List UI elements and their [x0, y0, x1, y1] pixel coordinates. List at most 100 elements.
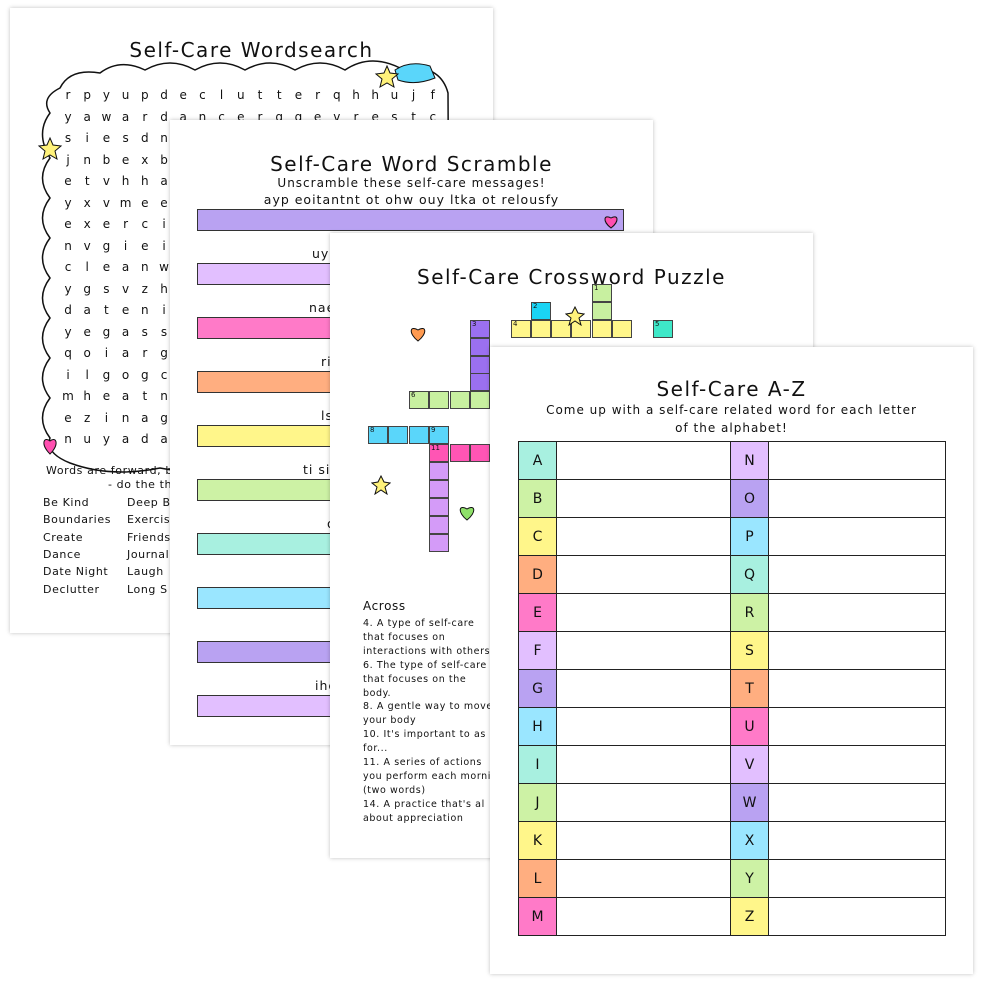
crossword-cell[interactable] [612, 320, 632, 338]
crossword-cell[interactable]: 4 [511, 320, 531, 338]
answer-cell[interactable] [556, 897, 731, 936]
answer-cell[interactable] [556, 821, 731, 860]
letter-cell: X [730, 821, 769, 860]
answer-cell[interactable] [556, 555, 731, 594]
answer-cell[interactable] [556, 669, 731, 708]
grid-letter: e [141, 238, 149, 253]
clue-line: 4. A type of self-care [363, 618, 475, 629]
crossword-cell[interactable] [450, 391, 470, 409]
crossword-cell[interactable] [531, 320, 551, 338]
crossword-cell[interactable] [470, 444, 490, 462]
crossword-cell[interactable]: 8 [368, 426, 388, 444]
instructions-line-1: Words are forward, bo [46, 464, 181, 477]
grid-letter: t [411, 109, 416, 124]
answer-cell[interactable] [768, 555, 946, 594]
crossword-cell[interactable] [388, 426, 408, 444]
answer-cell[interactable] [556, 631, 731, 670]
answer-cell[interactable] [556, 783, 731, 822]
grid-letter: e [64, 174, 72, 188]
grid-letter: x [83, 195, 91, 210]
answer-cell[interactable] [556, 441, 731, 480]
answer-cell[interactable] [768, 707, 946, 746]
answer-cell[interactable] [768, 783, 946, 822]
crossword-cell[interactable] [429, 391, 449, 409]
grid-letter: q [332, 88, 341, 102]
grid-letter: a [121, 346, 130, 360]
answer-cell[interactable] [768, 441, 946, 480]
crossword-cell[interactable] [409, 426, 429, 444]
shooting-star-tail [394, 63, 436, 84]
word-list-item: Date Night [43, 565, 109, 579]
answer-cell[interactable] [768, 517, 946, 556]
grid-letter: g [140, 367, 149, 382]
grid-letter: u [83, 432, 91, 446]
word-list-item: Long S [127, 582, 168, 596]
grid-letter: w [101, 109, 112, 124]
answer-cell[interactable] [768, 745, 946, 784]
grid-letter: i [123, 238, 128, 253]
answer-cell[interactable] [768, 821, 946, 860]
grid-letter: g [160, 346, 168, 360]
grid-letter: t [257, 88, 263, 102]
crossword-cell[interactable] [429, 498, 449, 516]
crossword-cell[interactable]: 9 [429, 426, 449, 444]
answer-cell[interactable] [556, 479, 731, 518]
crossword-cell[interactable] [429, 516, 449, 534]
letter-cell: S [730, 631, 769, 670]
crossword-cell[interactable] [470, 373, 490, 391]
grid-letter: i [85, 131, 89, 145]
crossword-cell[interactable] [571, 320, 591, 338]
crossword-cell[interactable]: 5 [653, 320, 673, 338]
grid-letter: r [142, 346, 148, 360]
letter-cell: O [730, 479, 769, 518]
answer-cell[interactable] [768, 593, 946, 632]
crossword-cell[interactable]: 1 [592, 284, 612, 302]
answer-bar[interactable] [197, 209, 624, 231]
letter-cell: K [518, 821, 557, 860]
crossword-cell[interactable]: 6 [409, 391, 429, 409]
answer-cell[interactable] [556, 707, 731, 746]
crossword-cell[interactable] [551, 320, 571, 338]
crossword-cell[interactable] [470, 356, 490, 374]
star-icon [37, 136, 63, 161]
crossword-cell[interactable] [429, 534, 449, 552]
grid-letter: p [140, 88, 149, 102]
heart-icon [410, 327, 426, 342]
grid-letter: e [179, 88, 187, 102]
crossword-cell[interactable] [450, 444, 470, 462]
answer-cell[interactable] [768, 669, 946, 708]
answer-cell[interactable] [556, 593, 731, 632]
grid-letter: y [64, 195, 72, 210]
answer-cell[interactable] [556, 517, 731, 556]
grid-letter: t [142, 389, 148, 403]
star-icon [371, 475, 391, 495]
crossword-cell[interactable] [470, 338, 490, 356]
crossword-cell[interactable] [592, 320, 612, 338]
answer-cell[interactable] [556, 745, 731, 784]
crossword-cell[interactable]: 3 [470, 320, 490, 338]
crossword-cell[interactable]: 2 [531, 302, 551, 320]
answer-cell[interactable] [768, 479, 946, 518]
answer-cell[interactable] [556, 859, 731, 898]
grid-letter: b [160, 152, 168, 167]
clue-line: interactions with others [363, 645, 491, 657]
crossword-cell[interactable] [592, 302, 612, 320]
grid-letter: a [83, 109, 91, 124]
crossword-cell[interactable] [470, 391, 490, 409]
grid-letter: e [102, 389, 111, 403]
clue-line: 8. A gentle way to move [363, 701, 493, 713]
clue-number: 9 [431, 426, 436, 434]
grid-letter: e [64, 410, 72, 425]
grid-letter: h [83, 389, 91, 403]
answer-cell[interactable] [768, 631, 946, 670]
crossword-cell[interactable] [429, 462, 449, 480]
crossword-cell[interactable] [429, 480, 449, 498]
answer-cell[interactable] [768, 859, 946, 898]
answer-cell[interactable] [768, 897, 946, 936]
crossword-cell[interactable]: 11 [429, 444, 449, 462]
grid-letter: i [162, 217, 166, 231]
